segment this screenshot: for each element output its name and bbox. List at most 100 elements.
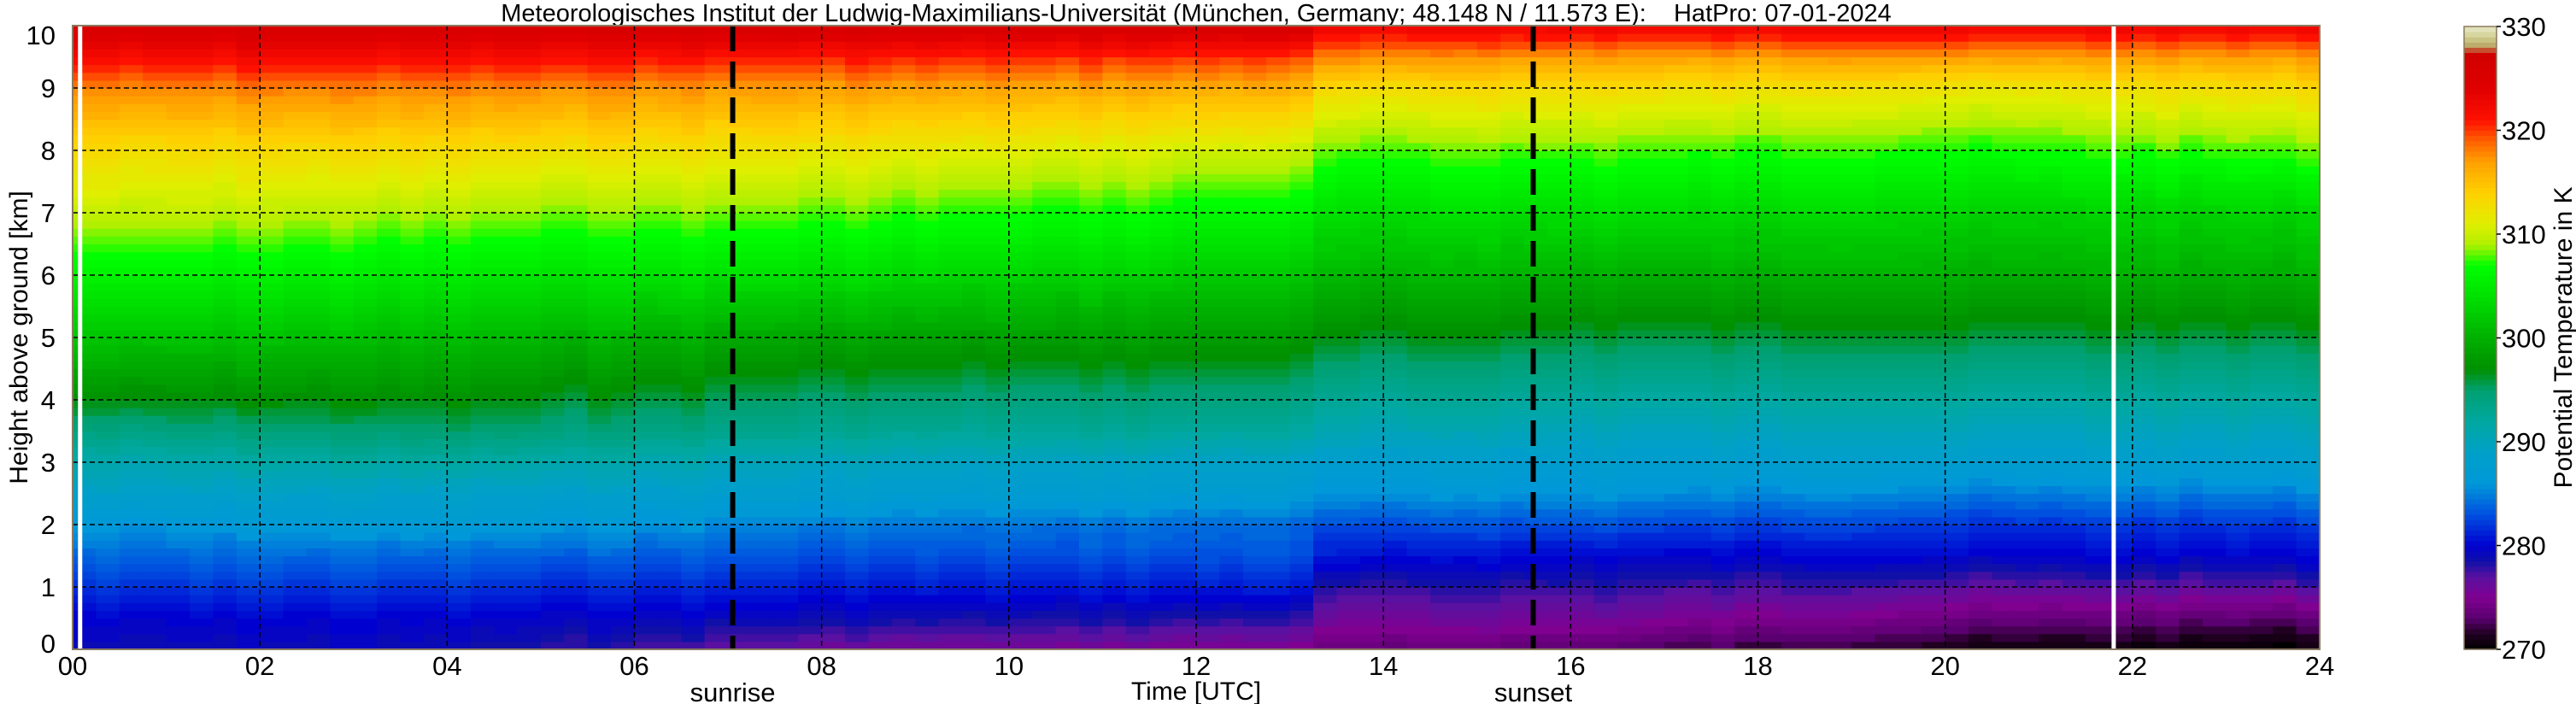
heatmap-cell — [1032, 595, 1057, 603]
heatmap-cell — [938, 516, 963, 525]
heatmap-cell — [1102, 49, 1127, 58]
heatmap-cell — [307, 321, 331, 331]
heatmap-cell — [1149, 298, 1174, 308]
heatmap-cell — [213, 158, 238, 167]
heatmap-cell — [494, 166, 519, 174]
heatmap-cell — [1266, 508, 1291, 518]
heatmap-cell — [470, 204, 495, 214]
heatmap-cell — [1242, 563, 1267, 572]
heatmap-cell — [1125, 267, 1150, 276]
heatmap-cell — [213, 446, 238, 455]
heatmap-cell — [1055, 595, 1080, 603]
heatmap-cell — [307, 275, 331, 284]
heatmap-cell — [751, 56, 776, 66]
heatmap-cell — [1383, 602, 1408, 611]
heatmap-cell — [517, 454, 542, 463]
heatmap-cell — [1125, 625, 1150, 635]
heatmap-cell — [307, 213, 331, 221]
heatmap-cell — [1266, 306, 1291, 315]
heatmap-cell — [96, 508, 120, 518]
heatmap-cell — [73, 454, 97, 463]
heatmap-cell — [751, 64, 776, 73]
heatmap-cell — [1172, 408, 1197, 416]
heatmap-cell — [1523, 595, 1548, 603]
heatmap-cell — [447, 33, 472, 42]
heatmap-cell — [1336, 204, 1361, 214]
heatmap-cell — [1125, 189, 1150, 198]
heatmap-cell — [891, 493, 916, 502]
heatmap-cell — [657, 204, 682, 214]
heatmap-cell — [1172, 633, 1197, 642]
heatmap-cell — [1406, 618, 1431, 627]
heatmap-cell — [1313, 446, 1337, 455]
heatmap-cell — [540, 142, 565, 151]
heatmap-cell — [1289, 267, 1314, 276]
heatmap-cell — [1055, 96, 1080, 104]
heatmap-cell — [1242, 400, 1267, 408]
heatmap-cell — [1266, 321, 1291, 331]
heatmap-cell — [657, 548, 682, 557]
heatmap-cell — [1500, 540, 1525, 549]
heatmap-cell — [962, 361, 986, 370]
heatmap-cell — [915, 150, 940, 159]
heatmap-cell — [494, 236, 519, 245]
heatmap-cell — [143, 587, 167, 595]
heatmap-cell — [751, 79, 776, 89]
heatmap-cell — [73, 563, 97, 572]
heatmap-cell — [868, 213, 893, 221]
heatmap-cell — [704, 595, 729, 603]
heatmap-cell — [73, 423, 97, 432]
heatmap-cell — [1359, 236, 1384, 245]
heatmap-cell — [143, 259, 167, 268]
heatmap-cell — [377, 103, 402, 112]
heatmap-cell — [1453, 493, 1478, 502]
heatmap-cell — [143, 126, 167, 136]
heatmap-cell — [1453, 134, 1478, 144]
heatmap-cell — [307, 134, 331, 144]
heatmap-cell — [1125, 368, 1150, 378]
heatmap-cell — [190, 633, 214, 642]
heatmap-cell — [1102, 548, 1127, 557]
heatmap-cell — [634, 345, 659, 354]
heatmap-cell — [307, 587, 331, 595]
heatmap-cell — [494, 563, 519, 572]
heatmap-cell — [774, 532, 799, 541]
heatmap-cell — [704, 243, 729, 253]
heatmap-cell — [1219, 361, 1244, 370]
heatmap-cell — [166, 525, 191, 533]
heatmap-cell — [774, 353, 799, 361]
heatmap-cell — [564, 298, 589, 308]
heatmap-cell — [962, 540, 986, 549]
heatmap-cell — [564, 368, 589, 378]
heatmap-cell — [821, 462, 846, 471]
heatmap-cell — [1196, 119, 1220, 128]
heatmap-cell — [143, 571, 167, 580]
heatmap-cell — [938, 173, 963, 183]
heatmap-cell — [704, 49, 729, 58]
heatmap-cell — [634, 493, 659, 502]
heatmap-cell — [1406, 446, 1431, 455]
heatmap-cell — [1196, 306, 1220, 315]
heatmap-cell — [377, 493, 402, 502]
heatmap-cell — [845, 595, 870, 603]
heatmap-cell — [470, 368, 495, 378]
heatmap-cell — [751, 345, 776, 354]
heatmap-cell — [1055, 391, 1080, 401]
heatmap-cell — [1383, 173, 1408, 183]
heatmap-cell — [1172, 290, 1197, 299]
heatmap-cell — [891, 236, 916, 245]
heatmap-cell — [517, 79, 542, 89]
heatmap-cell — [1008, 501, 1033, 510]
heatmap-cell — [774, 111, 799, 120]
heatmap-cell — [447, 119, 472, 128]
heatmap-cell — [1336, 197, 1361, 206]
heatmap-cell — [494, 368, 519, 378]
heatmap-cell — [190, 548, 214, 557]
heatmap-cell — [1289, 337, 1314, 346]
heatmap-cell — [307, 189, 331, 198]
heatmap-cell — [1289, 540, 1314, 549]
heatmap-cell — [1500, 641, 1525, 650]
heatmap-cell — [236, 470, 261, 478]
heatmap-cell — [1102, 571, 1127, 580]
heatmap-cell — [447, 158, 472, 167]
